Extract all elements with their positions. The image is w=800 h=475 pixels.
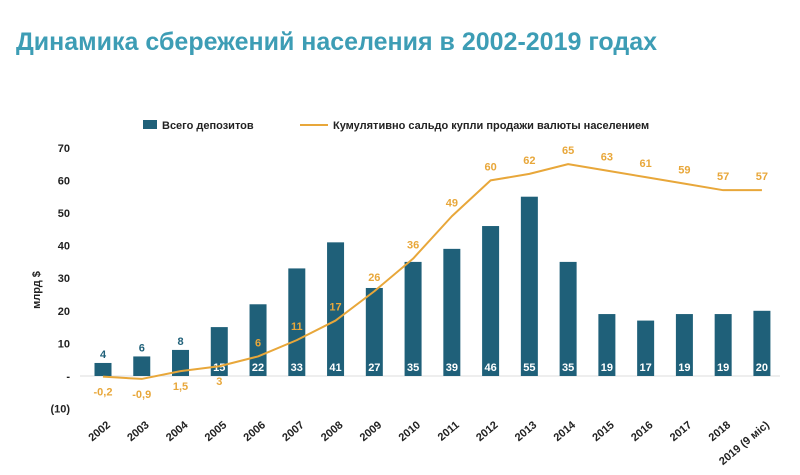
bar-value-label: 35 bbox=[407, 362, 419, 374]
y-tick-label: 50 bbox=[58, 208, 70, 220]
x-tick-label: 2007 bbox=[280, 419, 306, 444]
line-series bbox=[102, 163, 762, 380]
bar bbox=[210, 327, 228, 376]
bar-value-label: 20 bbox=[756, 362, 768, 374]
y-axis-label: млрд $ bbox=[31, 271, 43, 309]
x-tick-label: 2016 bbox=[629, 419, 655, 444]
y-tick-label: - bbox=[66, 371, 70, 383]
bar bbox=[288, 268, 306, 376]
line-value-label: -0,2 bbox=[94, 387, 113, 399]
bar-value-label: 19 bbox=[678, 362, 690, 374]
y-tick-label: 40 bbox=[58, 241, 70, 253]
x-tick-label: 2017 bbox=[668, 419, 694, 444]
chart-title: Динамика сбережений населения в 2002-201… bbox=[16, 28, 658, 56]
bar bbox=[365, 287, 383, 376]
line-value-label: 63 bbox=[601, 152, 613, 164]
bar-value-label: 22 bbox=[252, 362, 264, 374]
bar bbox=[753, 310, 771, 376]
bar-value-label: 17 bbox=[640, 362, 652, 374]
x-tick-label: 2011 bbox=[436, 419, 462, 444]
line-value-label: 61 bbox=[640, 158, 652, 170]
bar bbox=[637, 320, 655, 376]
line-value-label: 57 bbox=[756, 171, 768, 183]
bar-value-label: 55 bbox=[523, 362, 535, 374]
line-value-label: 17 bbox=[329, 302, 341, 314]
line-value-label: 3 bbox=[216, 376, 222, 388]
legend-bar-label: Всего депозитов bbox=[162, 120, 254, 132]
bar bbox=[559, 261, 577, 376]
x-tick-label: 2002 bbox=[86, 419, 112, 444]
y-tick-label: 70 bbox=[58, 143, 70, 155]
x-tick-label: 2004 bbox=[164, 419, 191, 444]
bar-value-label: 39 bbox=[446, 362, 458, 374]
bar bbox=[714, 314, 732, 376]
line-value-label: 36 bbox=[407, 240, 419, 252]
bar bbox=[482, 226, 500, 376]
legend-bar-swatch bbox=[143, 120, 157, 129]
y-tick-label: 60 bbox=[58, 175, 70, 187]
x-tick-label: 2012 bbox=[474, 419, 500, 444]
line-value-label: 11 bbox=[291, 321, 303, 333]
x-tick-label: 2003 bbox=[125, 419, 151, 444]
bar-value-label: 27 bbox=[368, 362, 380, 374]
x-tick-label: 2006 bbox=[241, 419, 267, 444]
bar bbox=[675, 314, 693, 376]
y-tick-label: 30 bbox=[58, 273, 70, 285]
bar bbox=[172, 349, 190, 376]
line-value-label: 26 bbox=[368, 272, 380, 284]
line-value-label: 62 bbox=[523, 155, 535, 167]
bar bbox=[443, 248, 461, 376]
line-value-label: -0,9 bbox=[132, 389, 151, 401]
line-value-label: 1,5 bbox=[173, 381, 188, 393]
y-tick-label: 20 bbox=[58, 306, 70, 318]
bar-value-label: 19 bbox=[601, 362, 613, 374]
line-value-label: 65 bbox=[562, 145, 574, 157]
x-tick-label: 2013 bbox=[513, 419, 539, 444]
bar-value-label: 19 bbox=[717, 362, 729, 374]
bar bbox=[404, 261, 422, 376]
x-tick-label: 2018 bbox=[707, 419, 733, 444]
line-value-label: 60 bbox=[484, 161, 496, 173]
bar bbox=[133, 356, 151, 376]
line-value-label: 59 bbox=[678, 165, 690, 177]
bar-value-label: 35 bbox=[562, 362, 574, 374]
line-value-label: 49 bbox=[446, 197, 458, 209]
bar-value-label: 33 bbox=[291, 362, 303, 374]
bar-value-label: 15 bbox=[213, 362, 225, 374]
y-tick-label: (10) bbox=[50, 404, 70, 416]
bar-value-label: 6 bbox=[139, 342, 145, 354]
x-tick-label: 2010 bbox=[397, 419, 423, 444]
bar bbox=[94, 362, 112, 376]
bar bbox=[598, 314, 616, 376]
line-value-label: 6 bbox=[255, 337, 261, 349]
line-value-label: 57 bbox=[717, 171, 729, 183]
bar-value-label: 41 bbox=[329, 362, 341, 374]
x-tick-label: 2005 bbox=[203, 419, 229, 444]
bar-value-label: 46 bbox=[484, 362, 496, 374]
y-tick-label: 10 bbox=[58, 338, 70, 350]
legend-line-label: Кумулятивно сальдо купли продажи валюты … bbox=[333, 120, 649, 132]
x-tick-label: 2015 bbox=[590, 419, 616, 444]
x-tick-label: 2008 bbox=[319, 419, 345, 444]
bar bbox=[327, 242, 345, 376]
bar-value-label: 4 bbox=[100, 349, 107, 361]
x-tick-label: 2009 bbox=[358, 419, 384, 444]
bar bbox=[520, 196, 538, 376]
bar-value-label: 8 bbox=[177, 336, 183, 348]
x-tick-label: 2014 bbox=[552, 419, 579, 444]
